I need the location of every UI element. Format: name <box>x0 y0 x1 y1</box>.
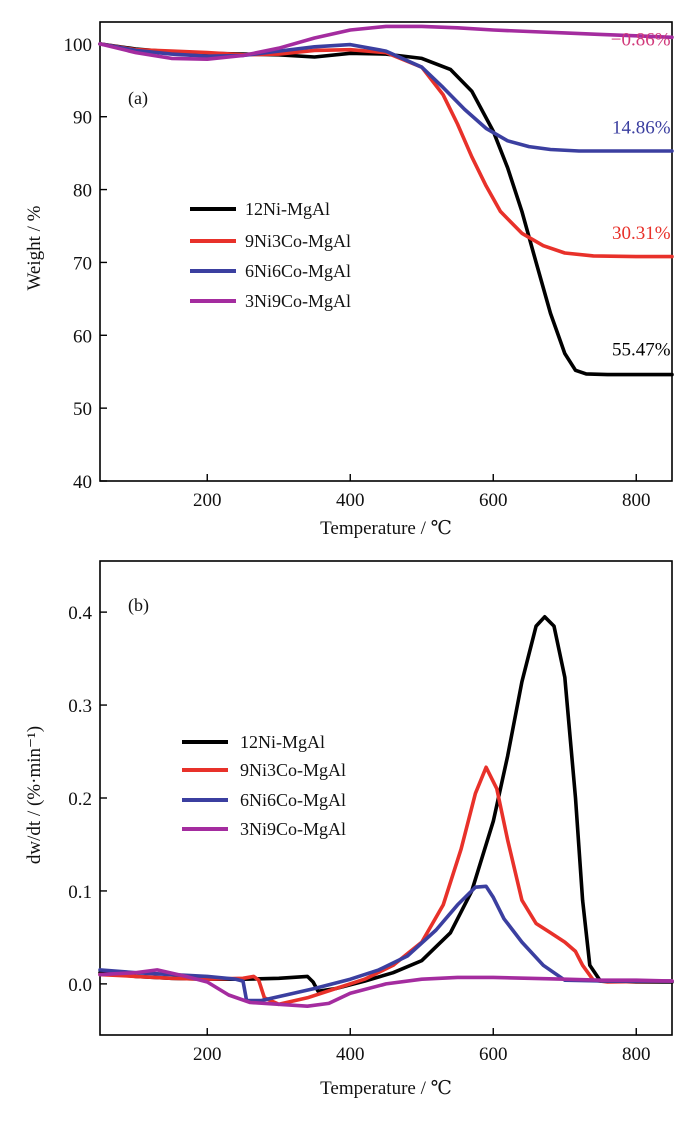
y-tick-label-b-1: 0.1 <box>68 882 92 903</box>
x-tick-label-a-400: 400 <box>336 490 365 511</box>
legend-label-9ni3co-b: 9Ni3Co-MgAl <box>240 760 346 780</box>
y-tick-label-b-2: 0.2 <box>68 789 92 810</box>
derivative-panel: 200 400 600 800 0.0 0.1 0.2 0.3 0.4 (b) 12Ni-MgA… <box>24 560 674 1099</box>
series-line-12ni-mgal-b <box>98 615 674 994</box>
series-line-12ni-mgal-a <box>98 42 674 377</box>
weight-loss-label-2: 30.31% <box>612 223 671 244</box>
x-tick-label-b-400: 400 <box>336 1044 365 1065</box>
y-tick-label-a-5: 90 <box>73 108 92 129</box>
y-tick-label-b-4: 0.4 <box>68 603 92 624</box>
weight-loss-label-0: −0.86% <box>611 29 671 50</box>
legend-label-12ni-a: 12Ni-MgAl <box>245 199 330 219</box>
annotations-a: −0.86% 14.86% 30.31% 55.47% <box>611 29 671 360</box>
y-tick-label-a-2: 60 <box>73 326 92 347</box>
series-line-6ni6co-mgal-a <box>98 42 674 153</box>
x-axis-title-b: Temperature / ℃ <box>320 1078 452 1099</box>
panel-label-b: (b) <box>128 595 149 616</box>
plot-frame-a <box>99 21 673 482</box>
series-group-a <box>98 24 674 377</box>
y-tick-label-a-1: 50 <box>73 399 92 420</box>
y-axis-title-a: Weight / % <box>24 205 45 290</box>
y-tick-label-a-6: 100 <box>64 35 93 56</box>
series-line-6ni6co-mgal-b <box>98 884 674 1003</box>
series-line-3ni9co-mgal-a <box>98 24 674 61</box>
x-tick-label-a-800: 800 <box>622 490 651 511</box>
y-axis-title-b: dw/dt / (%·min⁻¹) <box>24 726 45 864</box>
series-line-9ni3co-mgal-a <box>98 42 674 259</box>
legend-label-3ni9co-b: 3Ni9Co-MgAl <box>240 819 346 839</box>
x-tick-label-b-600: 600 <box>479 1044 508 1065</box>
y-tick-label-a-0: 40 <box>73 472 92 493</box>
series-line-9ni3co-mgal-b <box>98 765 674 1007</box>
series-group-b <box>98 615 674 1008</box>
y-tick-label-b-0: 0.0 <box>68 975 92 996</box>
legend-label-6ni6co-a: 6Ni6Co-MgAl <box>245 261 351 281</box>
x-tick-label-a-200: 200 <box>193 490 222 511</box>
legend-label-6ni6co-b: 6Ni6Co-MgAl <box>240 790 346 810</box>
axis-ticks-a: 200 400 600 800 40 50 60 70 80 90 100 <box>64 35 651 511</box>
x-tick-label-b-200: 200 <box>193 1044 222 1065</box>
panel-label-a: (a) <box>128 88 148 109</box>
legend-label-9ni3co-a: 9Ni3Co-MgAl <box>245 231 351 251</box>
y-tick-label-b-3: 0.3 <box>68 696 92 717</box>
weight-loss-label-3: 55.47% <box>612 340 671 361</box>
y-tick-label-a-4: 80 <box>73 181 92 202</box>
legend-label-3ni9co-a: 3Ni9Co-MgAl <box>245 291 351 311</box>
x-axis-title-a: Temperature / ℃ <box>320 518 452 539</box>
y-tick-label-a-3: 70 <box>73 253 92 274</box>
legend-a: 12Ni-MgAl 9Ni3Co-MgAl 6Ni6Co-MgAl 3Ni9Co… <box>190 199 351 311</box>
series-line-3ni9co-mgal-b <box>98 968 674 1008</box>
weight-loss-panel: 200 400 600 800 40 50 60 70 80 90 100 −0.86% 14.86%… <box>24 21 674 539</box>
x-tick-label-a-600: 600 <box>479 490 508 511</box>
weight-loss-label-1: 14.86% <box>612 117 671 138</box>
x-tick-label-b-800: 800 <box>622 1044 651 1065</box>
axis-ticks-b: 200 400 600 800 0.0 0.1 0.2 0.3 0.4 <box>68 603 650 1065</box>
legend-b: 12Ni-MgAl 9Ni3Co-MgAl 6Ni6Co-MgAl 3Ni9Co… <box>182 732 346 839</box>
legend-label-12ni-b: 12Ni-MgAl <box>240 732 325 752</box>
